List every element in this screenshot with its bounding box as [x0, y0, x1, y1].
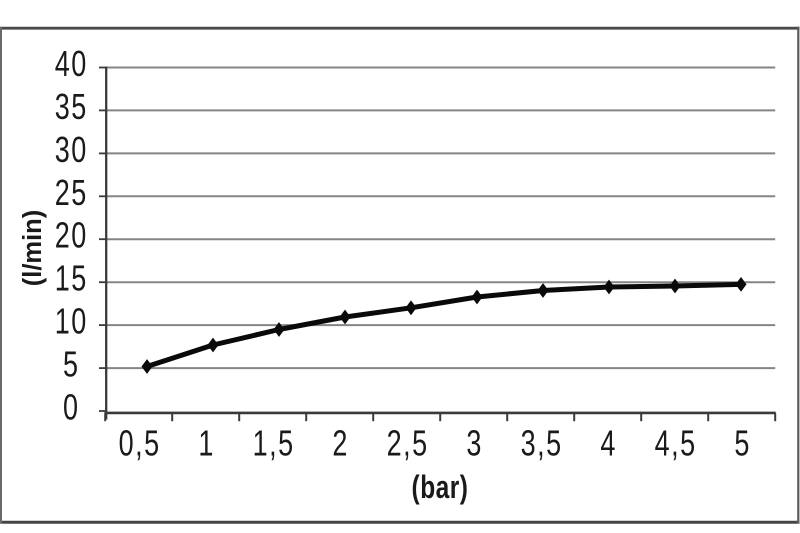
svg-text:10: 10 — [55, 301, 88, 342]
svg-text:3: 3 — [466, 423, 483, 464]
svg-text:0: 0 — [63, 387, 80, 428]
svg-text:2,5: 2,5 — [387, 423, 429, 464]
svg-text:40: 40 — [55, 43, 88, 84]
svg-text:20: 20 — [55, 215, 88, 256]
svg-text:3,5: 3,5 — [521, 423, 563, 464]
svg-text:1: 1 — [198, 423, 215, 464]
svg-text:(l/min): (l/min) — [19, 210, 47, 287]
svg-text:5: 5 — [63, 344, 80, 385]
svg-text:4: 4 — [600, 423, 617, 464]
svg-text:4,5: 4,5 — [655, 423, 697, 464]
svg-text:5: 5 — [734, 423, 751, 464]
svg-text:35: 35 — [55, 86, 88, 127]
svg-text:1,5: 1,5 — [253, 423, 295, 464]
svg-text:0,5: 0,5 — [119, 423, 161, 464]
svg-text:25: 25 — [55, 172, 88, 213]
svg-text:30: 30 — [55, 129, 88, 170]
svg-text:(bar): (bar) — [412, 470, 469, 506]
svg-text:15: 15 — [55, 258, 88, 299]
svg-text:2: 2 — [332, 423, 349, 464]
